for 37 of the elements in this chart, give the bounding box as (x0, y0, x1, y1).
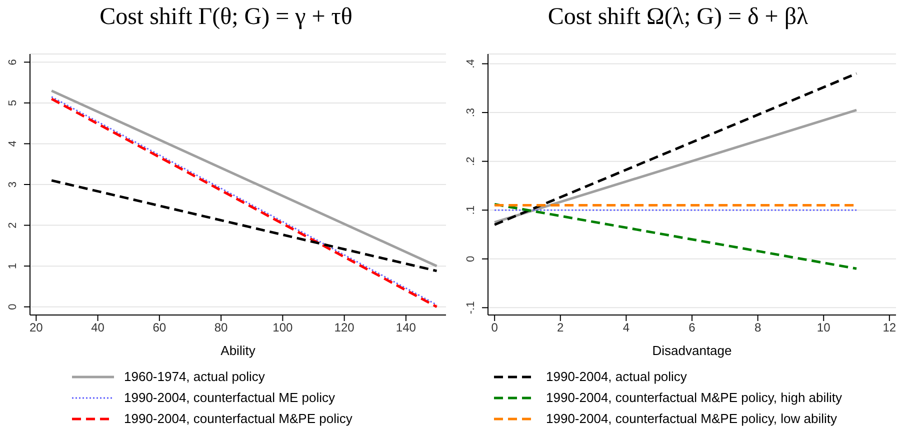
x-tick-label: 4 (622, 320, 630, 335)
y-tick-label: 1 (7, 263, 19, 270)
legend-label: 1990-2004, counterfactual M&PE policy, high ability (546, 390, 842, 405)
x-tick-label: 120 (334, 320, 355, 335)
y-tick-label: 0 (7, 304, 19, 310)
x-tick-label: 40 (91, 320, 105, 335)
y-tick-label: .4 (465, 59, 477, 68)
x-tick-label: 0 (491, 320, 498, 335)
y-tick-label: 4 (7, 140, 19, 147)
y-tick-label: 0 (465, 256, 477, 262)
legend-label: 1990-2004, counterfactual M&PE policy, low ability (546, 411, 837, 426)
y-tick-label: 6 (7, 59, 19, 66)
x-tick-label: 20 (29, 320, 44, 335)
y-tick-label: 3 (7, 181, 19, 188)
x-tick-label: 140 (396, 320, 416, 335)
x-tick-label: 10 (816, 320, 831, 335)
y-tick-label: .1 (465, 206, 477, 215)
legend-label: 1960-1974, actual policy (124, 369, 265, 384)
legend-label: 1990-2004, counterfactual M&PE policy (124, 411, 352, 426)
x-tick-label: 12 (882, 320, 896, 335)
chart-title: Cost shift Ω(λ; G) = δ + βλ (546, 3, 810, 32)
y-tick-label: .2 (465, 156, 477, 166)
y-tick-label: .3 (465, 108, 477, 118)
x-axis-title: Disadvantage (651, 342, 733, 360)
y-tick-label: 2 (7, 222, 19, 228)
x-tick-label: 60 (152, 320, 166, 335)
legend-label: 1990-2004, actual policy (546, 369, 687, 384)
legend-label: 1990-2004, counterfactual ME policy (124, 390, 336, 405)
y-tick-label: -.1 (465, 301, 477, 314)
x-tick-label: 6 (688, 320, 696, 335)
x-tick-label: 100 (272, 320, 294, 335)
x-tick-label: 8 (754, 320, 762, 335)
x-axis-title: Ability (220, 342, 256, 360)
y-tick-label: 5 (7, 100, 19, 106)
x-tick-label: 2 (557, 320, 564, 335)
chart-title: Cost shift Γ(θ; G) = γ + τθ (98, 3, 354, 32)
x-tick-label: 80 (214, 320, 228, 335)
